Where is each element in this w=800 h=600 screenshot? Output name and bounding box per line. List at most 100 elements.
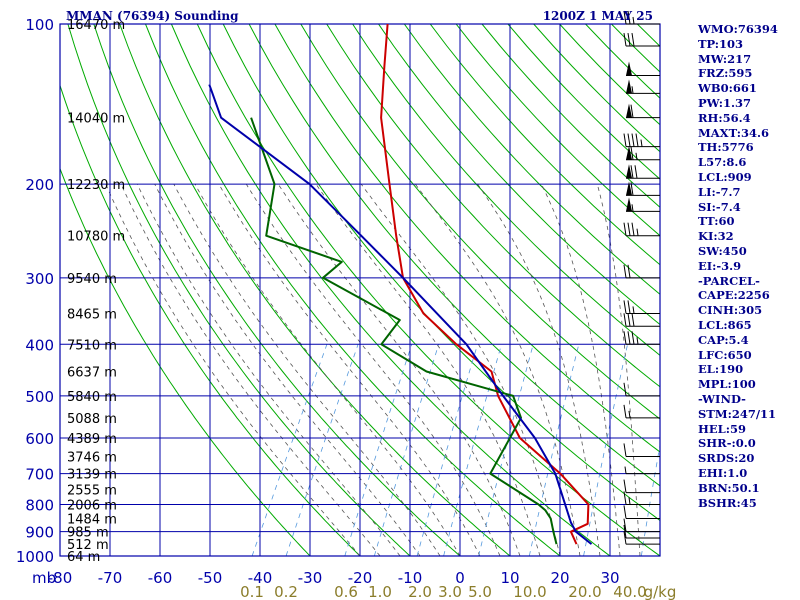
wind-barb — [626, 181, 660, 196]
mixing-ratio-line — [285, 344, 359, 556]
pressure-tick-label: 100 — [25, 16, 54, 34]
index-row: CAPE:2256 — [698, 288, 770, 303]
wind-barb-full — [627, 331, 631, 345]
wind-barb-pennant — [626, 61, 632, 76]
wind-barb-pennant — [626, 181, 632, 196]
index-row: TH:5776 — [698, 140, 754, 155]
dry-adiabat — [248, 24, 660, 487]
wind-barb — [623, 222, 660, 237]
chart-title: MMAN (76394) Sounding — [66, 9, 239, 23]
index-row: SHR-:0.0 — [698, 436, 756, 451]
height-label: 1484 m — [67, 512, 117, 527]
moist-adiabat — [218, 183, 481, 556]
dry-adiabat — [60, 167, 311, 556]
index-row: CAP:5.4 — [698, 332, 749, 347]
wind-barb-full — [630, 182, 634, 196]
wind-barb-full — [630, 146, 634, 160]
wind-barb-full — [627, 300, 631, 314]
height-label: 5840 m — [67, 390, 117, 405]
index-row: L57:8.6 — [698, 155, 747, 170]
stability-indices-panel: WMO:76394 TP:103 MW:217 FRZ:595 WB0:661 PW:1.… — [698, 22, 778, 510]
moist-adiabat — [315, 183, 541, 556]
moist-adiabat — [477, 183, 601, 556]
wind-barb — [623, 264, 660, 279]
dewpoint-profile — [250, 117, 558, 545]
dry-adiabat — [145, 24, 561, 556]
moist-adiabat — [105, 183, 361, 556]
temperature-tick-label: 20 — [550, 569, 569, 587]
wind-barb-half — [635, 152, 638, 160]
chart-time: 1200Z 1 MAY 25 — [543, 9, 653, 23]
wind-barb — [623, 518, 660, 533]
pressure-tick-label: 800 — [25, 496, 54, 514]
height-label: 512 m — [67, 538, 109, 553]
index-row: FRZ:595 — [698, 66, 753, 81]
dry-adiabat — [352, 24, 660, 357]
temperature-tick-label: 10 — [500, 569, 519, 587]
temperature-profile — [380, 24, 590, 545]
wind-barb-full — [627, 222, 631, 236]
pressure-tick-label: 400 — [25, 336, 54, 354]
wind-barb — [623, 133, 660, 148]
pressure-tick-label: 600 — [25, 430, 54, 448]
wind-barb-full — [631, 222, 635, 236]
index-row: KI:32 — [698, 229, 734, 244]
wind-barb — [626, 103, 660, 119]
wind-barb-full — [623, 524, 627, 539]
mixing-ratio-unit-label: g/kg — [644, 583, 677, 600]
wind-barb — [623, 443, 660, 457]
wind-barb-pennant — [626, 79, 632, 94]
pressure-tick-label: 500 — [25, 388, 54, 406]
index-row: LCL:865 — [698, 317, 752, 332]
wind-barb — [623, 331, 660, 345]
wind-barb-full — [631, 32, 635, 47]
mixing-ratio-tick-label: 0.6 — [334, 583, 358, 600]
index-row: -PARCEL- — [698, 273, 760, 288]
index-row: CINH:305 — [698, 303, 763, 318]
plot-frame — [59, 23, 661, 557]
wind-barb — [623, 404, 660, 419]
wind-barb — [623, 491, 660, 505]
wind-barb — [626, 61, 660, 77]
wind-barb-full — [623, 479, 627, 493]
wind-barb-pennant — [626, 164, 632, 179]
dry-adiabat — [93, 24, 461, 556]
wind-barb-half — [632, 16, 635, 25]
temperature-tick-label: -30 — [298, 569, 323, 587]
wind-barb — [624, 466, 660, 475]
wind-barb-half — [628, 410, 631, 418]
pressure-tick-label: 1000 — [16, 548, 54, 566]
wind-barb-full — [623, 443, 627, 457]
index-row: LI:-7.7 — [698, 184, 741, 199]
pressure-axis-label: mb — [32, 569, 56, 587]
index-row: TP:103 — [698, 36, 744, 51]
dry-adiabat — [60, 83, 361, 556]
wind-barb — [623, 531, 660, 545]
index-row: SI:-7.4 — [698, 199, 741, 214]
wind-barb-full — [623, 518, 627, 532]
height-label: 3139 m — [67, 468, 117, 483]
wind-barb-full — [630, 165, 634, 179]
wind-barb — [623, 10, 660, 25]
wind-barb — [623, 524, 660, 539]
temperature-tick-label: -70 — [98, 569, 123, 587]
temperature-tick-label: -40 — [248, 569, 273, 587]
height-label: 5088 m — [67, 412, 117, 427]
wind-barb — [626, 164, 660, 179]
temperature-tick-label: 30 — [600, 569, 619, 587]
wind-barb-full — [623, 331, 627, 345]
wind-barb-full — [627, 32, 631, 47]
wind-barb-full — [630, 104, 634, 118]
wind-barb-half — [631, 86, 634, 94]
index-row: HEL:59 — [698, 421, 746, 436]
index-row: EL:190 — [698, 362, 744, 377]
dry-adiabat — [67, 24, 411, 556]
wind-barb-full — [623, 491, 627, 505]
moist-adiabat — [541, 183, 621, 556]
index-row: BSHR:45 — [698, 495, 757, 510]
wind-barb-full — [623, 382, 627, 396]
moist-adiabat — [245, 183, 501, 556]
wind-barb-full — [627, 313, 631, 327]
wind-barb — [626, 79, 660, 94]
index-row: SW:450 — [698, 243, 747, 258]
